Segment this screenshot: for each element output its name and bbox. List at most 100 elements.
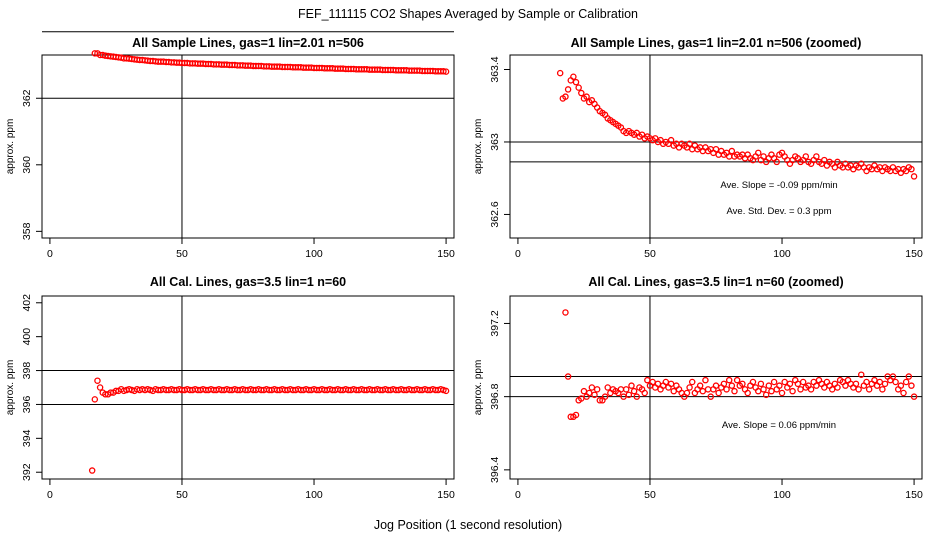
data-point [757,380,765,388]
data-point [715,389,722,397]
data-point [572,411,580,419]
data-point [628,382,635,389]
panel-3: All Cal. Lines, gas=3.5 lin=1 n=60 0 50 100… [5,275,455,501]
data-point [908,165,915,173]
data-point [707,393,714,400]
data-point [633,393,641,400]
data-point [908,382,915,389]
data-series [91,50,450,75]
data-point [667,136,675,144]
data-point [696,382,704,389]
x-tick-label: 0 [47,489,53,501]
data-point [583,93,590,100]
data-point [593,386,601,393]
x-tick-label: 100 [773,489,791,501]
data-point [596,397,604,404]
data-point [789,387,796,395]
data-point [802,153,810,160]
data-point [723,386,730,393]
y-tick-label: 397.2 [489,310,501,336]
data-point [834,384,841,391]
data-point [562,309,569,316]
data-point [879,386,886,393]
data-point [601,393,609,400]
data-point [797,386,804,393]
data-point [580,387,588,395]
data-point [773,158,780,166]
data-point [588,384,596,391]
data-point [902,378,910,386]
x-tick-label: 150 [905,248,923,260]
plot-frame [509,54,923,239]
data-point [768,387,775,395]
data-point [591,391,598,399]
data-point [570,73,577,80]
data-point [755,149,762,157]
x-tick-label: 0 [515,248,521,260]
data-point [575,84,582,91]
y-tick-label: 394 [21,429,33,447]
figure-title: FEF_111115 CO2 Shapes Averaged by Sample… [298,7,638,21]
data-point [760,386,767,393]
data-point [897,382,905,389]
plot-frame [509,295,923,480]
data-series [556,69,918,180]
data-point [858,371,865,378]
data-point [572,78,580,86]
panel-title: All Cal. Lines, gas=3.5 lin=1 n=60 (zoom… [588,275,843,289]
data-point [855,386,862,393]
x-tick-label: 150 [905,489,923,501]
data-series [88,377,450,474]
data-point [881,380,889,388]
annotation: Ave. Slope = 0.06 ppm/min [722,420,836,431]
annotation: Ave. Slope = -0.09 ppm/min [720,180,837,191]
data-point [564,373,572,380]
data-point [442,68,450,75]
x-tick-label: 100 [305,248,323,260]
data-point [865,386,873,393]
y-tick-label: 363 [489,133,501,151]
y-tick-label: 396.8 [489,383,501,409]
data-point [686,384,693,391]
data-point [625,391,633,399]
y-tick-label: 358 [21,222,33,240]
panel-1: All Sample Lines, gas=1 lin=2.01 n=506 0 5… [5,31,455,260]
data-point [670,387,677,395]
data-series [562,309,918,421]
y-tick-label: 392 [21,463,33,481]
data-point [778,389,786,397]
data-point [725,376,733,384]
data-point [731,387,738,395]
panel-title: All Cal. Lines, gas=3.5 lin=1 n=60 [150,275,346,289]
panel-title: All Sample Lines, gas=1 lin=2.01 n=506 [132,36,364,50]
y-tick-label: 396 [21,396,33,414]
data-point [88,467,96,474]
data-point [765,382,773,389]
data-point [699,387,707,395]
data-point [702,376,709,384]
data-point [728,382,736,389]
x-tick-label: 50 [644,489,656,501]
panel-title: All Sample Lines, gas=1 lin=2.01 n=506 (… [571,36,862,50]
data-point [94,377,101,384]
data-point [762,391,770,399]
x-tick-label: 0 [515,489,521,501]
data-point [910,393,918,400]
data-point [807,386,815,393]
data-point [688,378,696,386]
y-tick-label: 402 [21,294,33,312]
x-tick-label: 50 [176,248,188,260]
panel-4: All Cal. Lines, gas=3.5 lin=1 n=60 (zoom… [473,275,923,501]
x-tick-label: 0 [47,248,53,260]
data-point [440,68,447,75]
data-point [644,376,651,384]
data-point [813,153,820,160]
data-point [622,386,630,393]
data-point [442,387,450,395]
data-point [96,384,104,391]
data-point [578,89,585,97]
plot-frame [41,54,455,239]
data-point [781,378,788,386]
